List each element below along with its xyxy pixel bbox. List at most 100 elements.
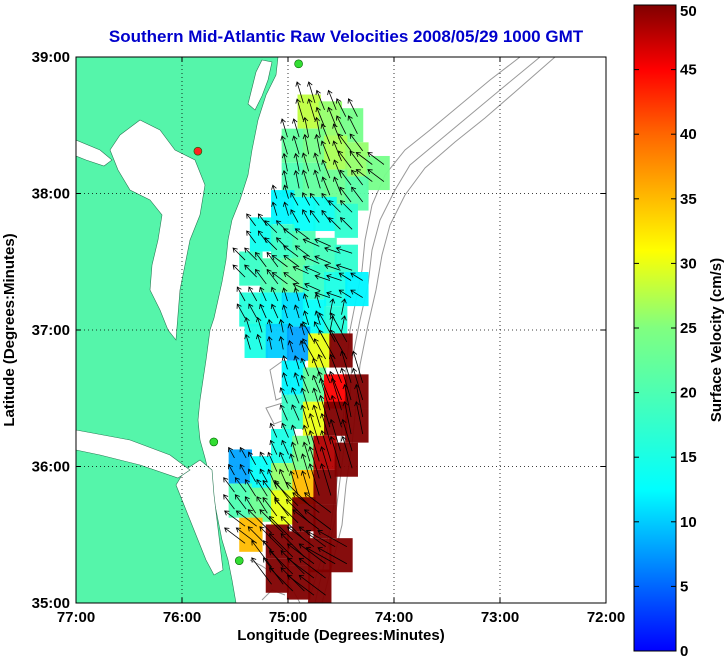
velocity-arrow xyxy=(281,304,288,319)
velocity-arrow xyxy=(335,98,347,117)
velocity-arrow xyxy=(355,152,373,165)
velocity-arrow xyxy=(290,441,299,462)
velocity-arrow xyxy=(313,338,326,360)
velocity-arrow xyxy=(259,451,268,465)
velocity-arrow xyxy=(223,494,235,510)
velocity-arrow xyxy=(341,418,353,452)
velocity-arrow xyxy=(281,372,288,387)
velocity-arrow xyxy=(268,516,294,541)
chart-title: Southern Mid-Atlantic Raw Velocities 200… xyxy=(109,27,584,46)
velocity-arrow xyxy=(279,404,288,421)
velocity-arrow xyxy=(287,339,294,353)
x-axis-ticks: 77:00 76:00 75:00 74:00 73:00 72:00 xyxy=(57,57,625,626)
x-tick-label: 73:00 xyxy=(481,609,519,626)
velocity-arrow xyxy=(290,209,299,223)
velocity-arrow xyxy=(266,268,279,285)
velocity-arrow xyxy=(328,200,341,213)
velocity-arrow xyxy=(271,201,278,216)
radar-stations xyxy=(193,59,303,565)
velocity-arrow xyxy=(251,557,272,585)
velocity-arrow xyxy=(266,318,273,333)
velocity-arrow xyxy=(302,338,315,360)
velocity-arrow xyxy=(294,245,310,257)
x-tick-label: 72:00 xyxy=(587,609,625,626)
velocity-arrow xyxy=(255,316,263,333)
velocity-arrow xyxy=(248,303,258,319)
colorbar-tick-label: 20 xyxy=(680,385,697,402)
velocity-cell xyxy=(286,565,311,600)
velocity-arrow xyxy=(239,463,247,476)
sound-water xyxy=(175,459,224,576)
velocity-arrow xyxy=(324,246,341,254)
velocity-arrow xyxy=(236,303,246,319)
velocity-arrow xyxy=(341,298,347,315)
velocity-cell xyxy=(302,128,327,163)
velocity-arrow xyxy=(248,286,258,302)
velocity-arrow xyxy=(314,255,332,264)
velocity-arrow xyxy=(314,238,332,247)
velocity-arrow xyxy=(293,304,300,319)
velocity-arrow xyxy=(283,255,300,268)
velocity-arrow xyxy=(330,329,348,360)
velocity-arrow xyxy=(268,550,294,575)
velocity-arrow xyxy=(314,293,321,308)
velocity-arrow xyxy=(335,263,353,271)
velocity-arrow xyxy=(235,510,257,527)
velocity-arrow xyxy=(247,468,257,483)
velocity-arrow xyxy=(247,509,272,534)
velocity-arrow xyxy=(304,265,321,275)
velocity-arrow xyxy=(227,446,235,459)
velocity-arrow xyxy=(328,353,342,384)
colorbar-tick-label: 35 xyxy=(680,191,697,208)
velocity-arrow xyxy=(293,169,300,189)
velocity-arrow xyxy=(302,238,320,247)
velocity-cell xyxy=(249,487,274,522)
velocity-arrow xyxy=(278,335,285,350)
velocity-arrow xyxy=(339,367,352,401)
velocity-arrow xyxy=(239,446,247,459)
velocity-cell xyxy=(292,497,316,532)
velocity-arrow xyxy=(244,333,251,350)
velocity-arrow xyxy=(280,516,305,541)
velocity-arrow xyxy=(355,169,373,182)
velocity-arrow xyxy=(281,422,289,438)
velocity-arrow xyxy=(302,255,320,264)
x-tick-label: 74:00 xyxy=(375,609,413,626)
velocity-arrow xyxy=(308,430,320,462)
velocity-arrow xyxy=(282,201,289,216)
velocity-arrow xyxy=(313,152,321,172)
velocity-arrow xyxy=(259,468,268,483)
velocity-arrow xyxy=(281,152,288,172)
velocity-arrow xyxy=(285,481,311,507)
velocity-cell xyxy=(334,203,358,238)
velocity-arrow xyxy=(339,169,352,186)
velocity-arrow xyxy=(302,133,310,155)
colorbar xyxy=(633,4,677,652)
velocity-arrow xyxy=(283,245,299,257)
velocity-arrow xyxy=(339,350,352,384)
velocity-arrow xyxy=(292,135,300,155)
velocity-cell xyxy=(281,394,305,429)
velocity-arrow xyxy=(338,150,352,169)
velocity-arrow xyxy=(293,372,300,387)
velocity-arrow xyxy=(283,272,300,285)
velocity-arrow xyxy=(351,350,364,384)
y-tick-label: 39:00 xyxy=(32,49,70,66)
velocity-arrow xyxy=(342,400,352,435)
velocity-arrow xyxy=(294,228,310,240)
velocity-arrow xyxy=(302,209,311,223)
velocity-arrow xyxy=(246,213,256,227)
velocity-arrow xyxy=(307,98,316,121)
velocity-arrow xyxy=(314,133,321,155)
velocity-arrow xyxy=(274,498,299,524)
velocity-arrow xyxy=(259,286,267,302)
velocity-arrow xyxy=(307,81,316,104)
station-marker xyxy=(294,59,303,69)
velocity-arrow xyxy=(350,272,363,281)
velocity-arrow xyxy=(270,303,279,319)
velocity-arrow xyxy=(286,557,315,579)
velocity-arrow xyxy=(332,140,342,162)
velocity-arrow xyxy=(351,169,364,186)
velocity-arrow xyxy=(338,133,352,152)
velocity-arrow xyxy=(244,264,258,278)
